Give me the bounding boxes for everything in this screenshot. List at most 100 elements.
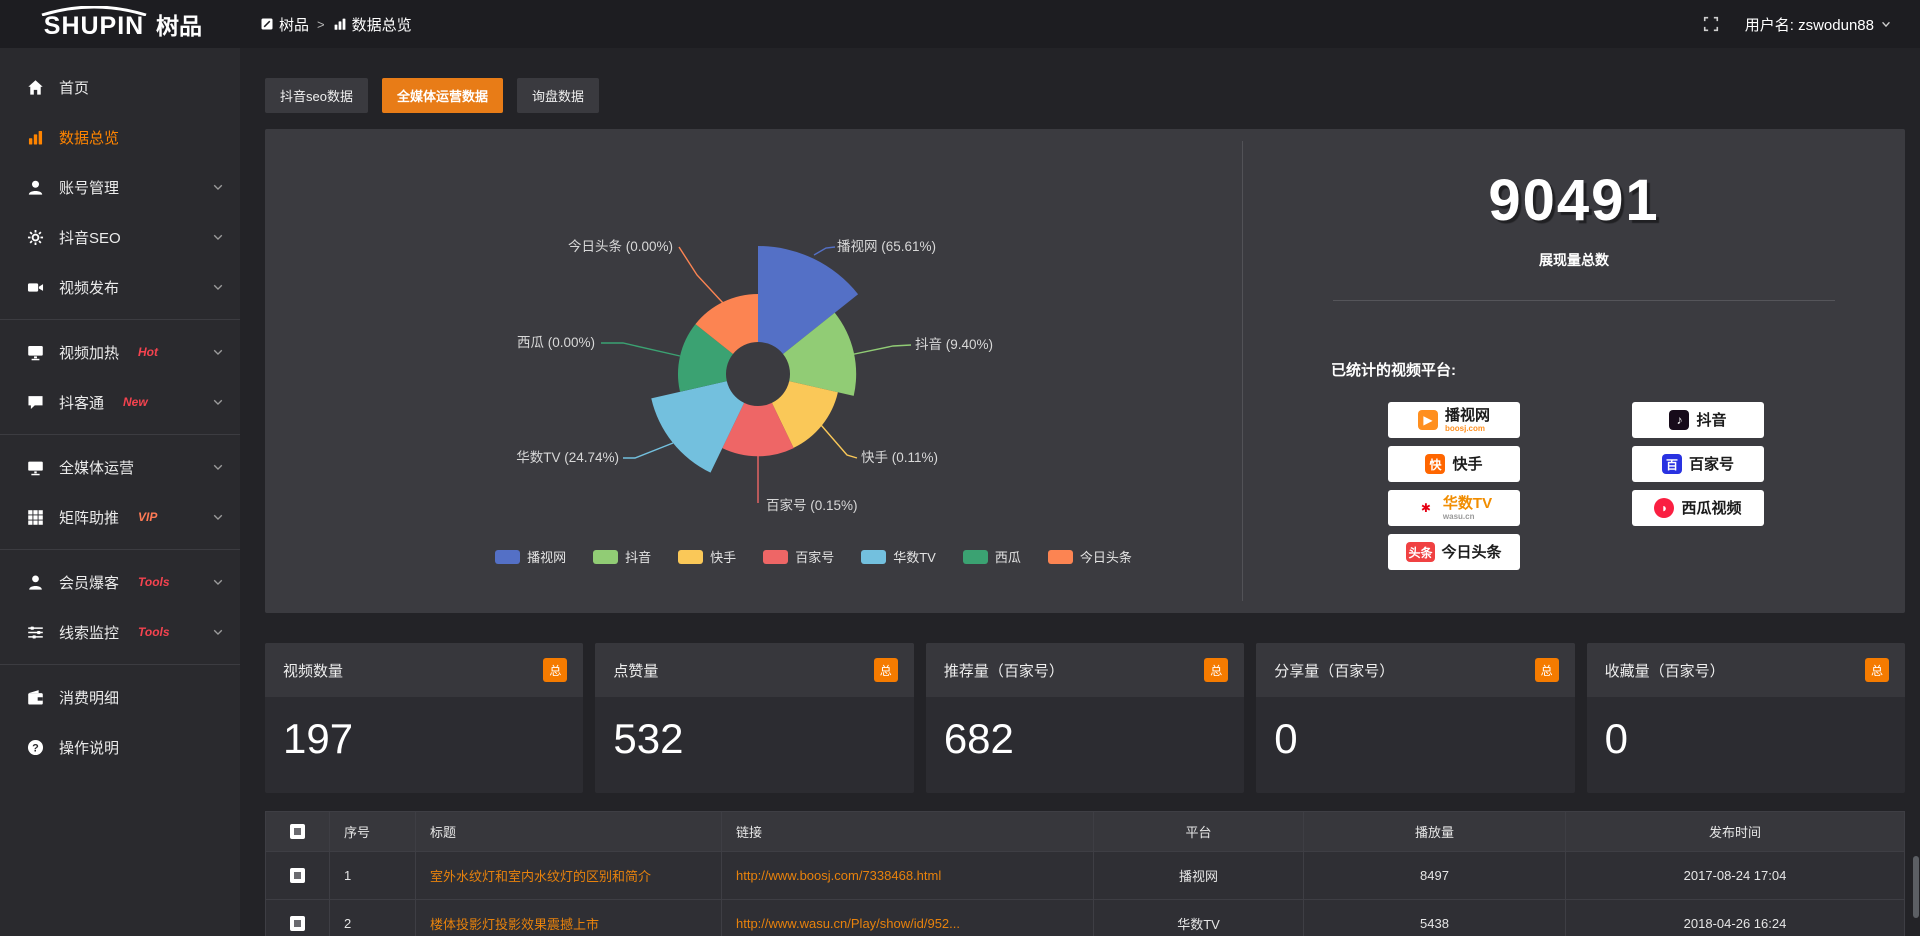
wallet-icon [27, 689, 44, 706]
cell-title[interactable]: 室外水纹灯和室内水纹灯的区别和简介 [415, 851, 722, 900]
sidebar-item-douketong[interactable]: 抖客通 New [0, 377, 240, 427]
sidebar-item-expense-detail[interactable]: 消费明细 [0, 672, 240, 722]
pie-label-西瓜: 西瓜 (0.00%) [517, 335, 595, 350]
pie-slice-华数TV[interactable] [651, 381, 745, 473]
legend-item-百家号[interactable]: 百家号 [763, 547, 834, 566]
pie-label-line [678, 246, 724, 304]
stat-value: 197 [283, 715, 354, 762]
impressions-total-label: 展现量总数 [1539, 252, 1609, 268]
stat-card-share-count: 分享量（百家号） 总 0 [1256, 643, 1575, 793]
legend-chip [962, 549, 988, 564]
stat-total-badge[interactable]: 总 [543, 658, 568, 682]
tab-inquiry-data[interactable]: 询盘数据 [516, 78, 599, 113]
top-bar: SHUPIN 树品 树品 > 数据总览 用户名: zswodun88 [0, 0, 1920, 48]
pie-slice-快手[interactable] [771, 381, 838, 448]
platform-badge-西瓜视频[interactable]: ◗ 西瓜视频 [1632, 490, 1764, 526]
pie-label-line [601, 342, 681, 357]
pie-label-抖音: 抖音 (9.40%) [915, 336, 993, 352]
sidebar-item-label: 抖音SEO [59, 229, 121, 247]
pie-label-播视网: 播视网 (65.61%) [837, 239, 936, 254]
column-header-6: 发布时间 [1565, 811, 1905, 852]
stat-card-like-count: 点赞量 总 532 [595, 643, 914, 793]
tab-douyin-seo-data[interactable]: 抖音seo数据 [265, 78, 368, 113]
tab-omni-media-data[interactable]: 全媒体运营数据 [381, 78, 503, 113]
table-row: 1 室外水纹灯和室内水纹灯的区别和简介 http://www.boosj.com/7… [265, 851, 1905, 900]
chevron-down-icon [212, 281, 224, 293]
sidebar-item-label: 矩阵助推 [59, 509, 120, 527]
pie-slice-百家号[interactable] [722, 402, 794, 457]
pie-slice-播视网[interactable] [758, 246, 859, 355]
row-checkbox[interactable] [290, 916, 305, 931]
cell-seq: 2 [329, 899, 416, 936]
table-row: 2 楼体投影灯投影效果震撼上市 http://www.wasu.cn/Play/sh… [265, 899, 1905, 936]
platform-domain: boosj.com [1444, 423, 1485, 433]
legend-label: 西瓜 [994, 550, 1021, 565]
sidebar-item-label: 抖客通 [59, 394, 105, 412]
user-menu[interactable]: 用户名: zswodun88 [1745, 14, 1892, 35]
legend-chip [763, 549, 789, 564]
platform-badge-快手[interactable]: 快快手 [1388, 446, 1520, 482]
stat-title: 视频数量 [283, 662, 344, 680]
legend-item-抖音[interactable]: 抖音 [593, 547, 651, 566]
sidebar-item-account-management[interactable]: 账号管理 [0, 162, 240, 212]
pie-label-今日头条: 今日头条 (0.00%) [568, 238, 673, 254]
legend-item-华数TV[interactable]: 华数TV [861, 547, 936, 566]
sidebar-item-home[interactable]: 首页 [0, 62, 240, 112]
platform-badge-播视网[interactable]: ▶ 播视网 boosj.com [1388, 402, 1520, 438]
stat-total-badge[interactable]: 总 [1865, 658, 1890, 682]
sidebar-item-video-publish[interactable]: 视频发布 [0, 262, 240, 312]
logo-text: SHUPIN [43, 11, 145, 40]
pie-slice-今日头条[interactable] [695, 294, 758, 355]
sidebar-item-lead-monitor[interactable]: 线索监控 Tools [0, 607, 240, 657]
stat-total-badge[interactable]: 总 [1204, 658, 1229, 682]
scrollbar-thumb[interactable] [1913, 856, 1919, 918]
legend-item-今日头条[interactable]: 今日头条 [1047, 547, 1132, 566]
home-icon [27, 79, 44, 96]
chevron-down-icon [212, 346, 224, 358]
pie-slice-抖音[interactable] [783, 312, 857, 396]
sidebar-item-member-baoke[interactable]: 会员爆客 Tools [0, 557, 240, 607]
legend-item-西瓜[interactable]: 西瓜 [962, 547, 1021, 566]
stat-value: 532 [613, 715, 684, 762]
sidebar-item-video-heating[interactable]: 视频加热 Hot [0, 327, 240, 377]
stat-total-badge[interactable]: 总 [1534, 658, 1559, 682]
sidebar-item-omni-media[interactable]: 全媒体运营 [0, 442, 240, 492]
legend-item-快手[interactable]: 快手 [678, 547, 736, 566]
user-icon [27, 179, 44, 196]
row-checkbox[interactable] [290, 868, 305, 883]
stat-total-badge[interactable]: 总 [873, 658, 898, 682]
platform-name: 华数TV [1442, 494, 1493, 512]
breadcrumb-root[interactable]: 树品 [260, 14, 309, 35]
sliders-icon [27, 624, 44, 641]
cell-link[interactable]: http://www.boosj.com/7338468.html [721, 851, 1094, 900]
rose-pie-chart[interactable]: 播视网 (65.61%) 抖音 (9.40%) 快手 (0.11%) 百家号 (0.1… [265, 129, 1242, 599]
gear-icon [27, 229, 44, 246]
pie-label-华数TV: 华数TV (24.74%) [516, 450, 619, 465]
sidebar-item-operation-guide[interactable]: ? 操作说明 [0, 722, 240, 772]
stat-title: 点赞量 [613, 662, 659, 680]
sidebar-item-tag: New [123, 395, 148, 409]
pie-slice-西瓜[interactable] [678, 324, 733, 392]
sidebar-item-matrix-boost[interactable]: 矩阵助推 VIP [0, 492, 240, 542]
cell-link[interactable]: http://www.wasu.cn/Play/show/id/952... [721, 899, 1094, 936]
bar-chart-icon [333, 17, 347, 31]
sidebar-item-tag: Tools [138, 625, 170, 639]
sidebar-item-douyin-seo[interactable]: 抖音SEO [0, 212, 240, 262]
select-all-checkbox[interactable] [290, 824, 305, 839]
platform-badge-百家号[interactable]: 百百家号 [1632, 446, 1764, 482]
platform-badge-今日头条[interactable]: 头条 今日头条 [1388, 534, 1520, 570]
cell-title[interactable]: 楼体投影灯投影效果震撼上市 [415, 899, 722, 936]
platform-badge-抖音[interactable]: ♪ 抖音 [1632, 402, 1764, 438]
fullscreen-icon[interactable] [1703, 16, 1719, 32]
question-icon: ? [27, 739, 44, 756]
sidebar-item-label: 会员爆客 [59, 574, 120, 592]
stat-title: 推荐量（百家号） [943, 662, 1064, 680]
chevron-down-icon [212, 511, 224, 523]
legend-item-播视网[interactable]: 播视网 [495, 547, 566, 566]
breadcrumb-current[interactable]: 数据总览 [333, 14, 412, 35]
app-logo: SHUPIN 树品 [0, 4, 240, 45]
logo-arc [41, 5, 147, 16]
sidebar-item-data-overview[interactable]: 数据总览 [0, 112, 240, 162]
sidebar-item-label: 操作说明 [59, 739, 120, 757]
platform-badge-华数TV[interactable]: ✱ 华数TV wasu.cn [1388, 490, 1520, 526]
